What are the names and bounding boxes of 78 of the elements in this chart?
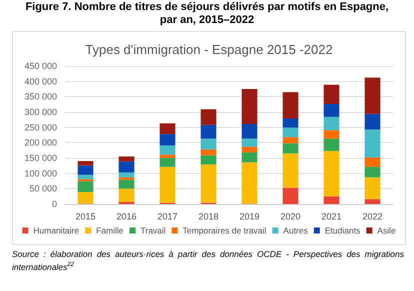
bar <box>324 150 340 196</box>
bar <box>324 84 340 104</box>
bar <box>200 155 216 164</box>
bar <box>364 78 380 114</box>
bar <box>242 146 258 152</box>
bar <box>364 177 380 200</box>
bar <box>78 165 94 175</box>
bar <box>160 145 176 155</box>
bar <box>118 172 134 178</box>
bar <box>200 138 216 150</box>
bar <box>364 166 380 178</box>
bar <box>324 130 340 139</box>
bar <box>200 109 216 125</box>
bar <box>200 124 216 139</box>
bar <box>160 154 176 158</box>
bar <box>78 192 94 204</box>
bar <box>200 164 216 203</box>
bar <box>242 89 258 124</box>
bar <box>324 196 340 204</box>
bar <box>118 188 134 202</box>
y-tick-label: 250 000 <box>24 122 57 132</box>
x-tick-label: 2017 <box>157 212 178 222</box>
y-tick-label: 400 000 <box>24 76 57 86</box>
x-tick-label: 2019 <box>239 212 260 222</box>
bar <box>118 156 134 162</box>
bar <box>324 116 340 130</box>
x-tick-label: 2020 <box>280 212 301 222</box>
bar <box>324 138 340 151</box>
bar <box>282 153 298 188</box>
bar <box>160 166 176 203</box>
bar <box>242 162 258 204</box>
bar <box>160 134 176 146</box>
legend-label: Etudiants <box>324 226 360 236</box>
chart-subtitle: Types d'immigration - Espagne 2015 -2022 <box>85 42 333 57</box>
y-tick-label: 0 <box>52 199 57 209</box>
x-tick-label: 2022 <box>362 212 383 222</box>
bar <box>118 161 134 172</box>
bar <box>282 92 298 118</box>
y-tick-label: 150 000 <box>24 153 57 163</box>
bar <box>78 174 94 180</box>
x-tick-label: 2021 <box>321 212 342 222</box>
bar <box>364 199 380 204</box>
bar <box>282 188 298 204</box>
bar <box>324 104 340 117</box>
legend-label: Travail <box>140 226 166 236</box>
y-tick-label: 300 000 <box>24 107 57 117</box>
bar <box>282 118 298 128</box>
bar <box>118 180 134 189</box>
bar <box>78 181 94 192</box>
y-tick-label: 350 000 <box>24 92 57 102</box>
bar <box>242 152 258 162</box>
legend-label: Humanitaire <box>33 226 80 236</box>
chart-title: Figure 7. Nombre de titres de séjours délivrés par motifs en Espagne, par an, 2015–2022 <box>24 0 390 28</box>
bar <box>282 143 298 154</box>
bar <box>282 128 298 138</box>
bar <box>118 177 134 180</box>
y-tick-label: 450 000 <box>24 61 57 71</box>
bar <box>282 137 298 144</box>
y-tick-label: 50 000 <box>29 184 57 194</box>
bar <box>160 123 176 134</box>
y-tick-label: 200 000 <box>24 138 57 148</box>
legend-label: Temporaires de travail <box>182 226 266 236</box>
bar <box>364 114 380 130</box>
legend-label: Autres <box>283 226 308 236</box>
y-tick-label: 100 000 <box>24 168 57 178</box>
bar <box>78 161 94 166</box>
bar <box>242 124 258 139</box>
bar <box>364 129 380 158</box>
bar <box>242 138 258 147</box>
bar <box>200 149 216 156</box>
x-tick-label: 2018 <box>198 212 219 222</box>
legend-label: Famille <box>96 226 124 236</box>
source-note: Source : élaboration des auteurs·rices à partir des données OCDE - Perspectives des migrations internationales$^{22}$ <box>12 249 404 273</box>
x-tick-label: 2015 <box>75 212 96 222</box>
x-tick-label: 2016 <box>116 212 137 222</box>
legend-label: Asile <box>377 226 396 236</box>
bar <box>160 158 176 167</box>
bar <box>364 157 380 167</box>
